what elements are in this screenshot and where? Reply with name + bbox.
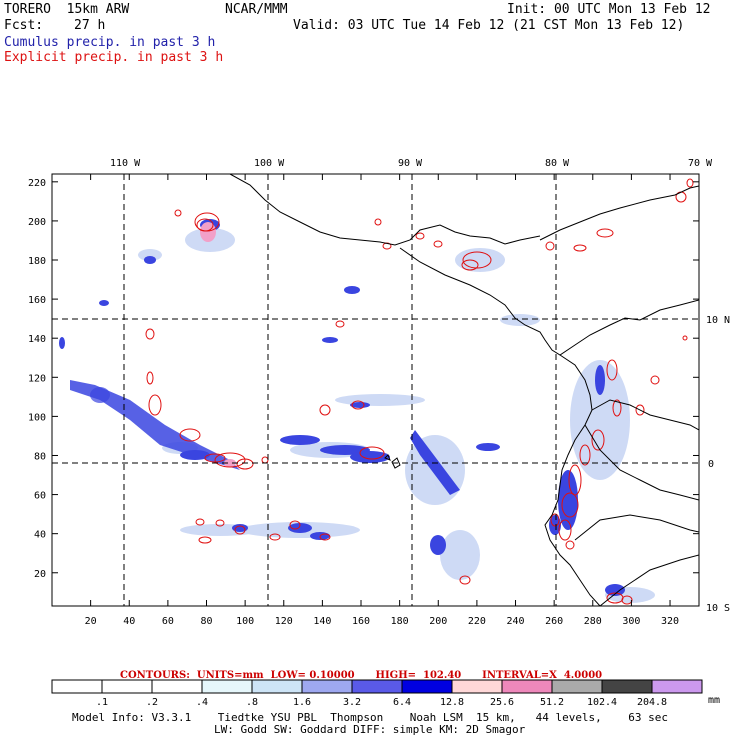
cumulus-precip-strong	[59, 219, 625, 596]
colorbar-swatch	[401, 679, 453, 694]
map-plot-area	[52, 174, 699, 606]
colorbar-swatch	[551, 679, 603, 694]
y-tick-label: 180	[28, 256, 46, 267]
y-tick-label: 80	[34, 451, 46, 462]
latitude-labels: 10 N 0 10 S	[706, 315, 730, 614]
lon-label-70w: 70 W	[688, 158, 713, 169]
colorbar-swatch	[501, 679, 553, 694]
lon-label-90w: 90 W	[398, 158, 423, 169]
lat-label-10n: 10 N	[706, 315, 730, 326]
colorbar-level-label: 204.8	[637, 697, 667, 708]
colorbar-swatch	[251, 679, 303, 694]
lat-label-10s: 10 S	[706, 603, 730, 614]
colorbar-level-label: 51.2	[540, 697, 564, 708]
x-tick-label: 240	[506, 616, 524, 627]
x-tick-label: 100	[236, 616, 254, 627]
x-tick-label: 200	[429, 616, 447, 627]
x-tick-label: 80	[200, 616, 212, 627]
y-tick-label: 220	[28, 178, 46, 189]
x-tick-label: 180	[391, 616, 409, 627]
footer-model-info: Model Info: V3.3.1 Tiedtke YSU PBL Thomp…	[72, 711, 669, 724]
legend-cumulus: Cumulus precip. in past 3 h	[4, 35, 216, 50]
x-tick-label: 160	[352, 616, 370, 627]
coastlines	[229, 174, 699, 606]
colorbar-level-label: 3.2	[343, 697, 361, 708]
colorbar-swatch	[351, 679, 403, 694]
x-tick-label: 280	[584, 616, 602, 627]
x-tick-label: 320	[661, 616, 679, 627]
y-axis: 20 40 60 80 100 120 140 160 180 200 220	[28, 178, 699, 580]
colorbar-level-label: 6.4	[393, 697, 411, 708]
x-tick-label: 20	[85, 616, 97, 627]
colorbar-level-label: .4	[196, 697, 208, 708]
colorbar-swatch	[601, 679, 653, 694]
colorbar-swatch	[151, 679, 203, 694]
colorbar-swatch	[301, 679, 353, 694]
colorbar-level-label: 102.4	[587, 697, 617, 708]
colorbar-level-label: 1.6	[293, 697, 311, 708]
colorbar-level-label: .1	[96, 697, 108, 708]
init-time: Init: 00 UTC Mon 13 Feb 12	[507, 2, 711, 17]
x-tick-label: 120	[275, 616, 293, 627]
colorbar-level-label: 25.6	[490, 697, 514, 708]
y-tick-label: 120	[28, 373, 46, 384]
y-tick-label: 100	[28, 412, 46, 423]
lon-label-80w: 80 W	[545, 158, 570, 169]
model-title: TORERO 15km ARW	[4, 2, 130, 17]
explicit-precip-contours	[145, 178, 694, 605]
colorbar-level-label: .8	[246, 697, 258, 708]
legend-explicit: Explicit precip. in past 3 h	[4, 50, 224, 65]
latlon-grid	[52, 174, 699, 606]
lon-label-100w: 100 W	[254, 158, 285, 169]
y-tick-label: 200	[28, 217, 46, 228]
valid-time: Valid: 03 UTC Tue 14 Feb 12 (21 CST Mon …	[293, 18, 685, 33]
colorbar-level-label: 12.8	[440, 697, 464, 708]
colorbar: .1.2.4.8 1.6 3.2 6.4 12.8 25.6 51.2 102.4 204.8 …	[51, 679, 720, 708]
map-frame	[51, 173, 700, 607]
y-tick-label: 60	[34, 491, 46, 502]
colorbar-swatch	[451, 679, 503, 694]
x-tick-label: 220	[468, 616, 486, 627]
x-tick-label: 40	[123, 616, 135, 627]
colorbar-unit: mm	[708, 695, 720, 706]
x-tick-label: 140	[313, 616, 331, 627]
y-tick-label: 140	[28, 334, 46, 345]
y-tick-label: 20	[34, 569, 46, 580]
lat-label-0: 0	[708, 459, 714, 470]
forecast-label: Fcst:	[4, 18, 44, 33]
y-tick-label: 160	[28, 295, 46, 306]
colorbar-swatch	[201, 679, 253, 694]
colorbar-swatch	[101, 679, 153, 694]
y-tick-label: 40	[34, 530, 46, 541]
colorbar-level-label: .2	[146, 697, 158, 708]
x-tick-label: 60	[162, 616, 174, 627]
x-tick-label: 300	[622, 616, 640, 627]
heavy-precip-pink	[200, 222, 236, 467]
contour-info: CONTOURS: UNITS=mm LOW= 0.10000 HIGH= 10…	[120, 670, 603, 681]
org-label: NCAR/MMM	[225, 2, 288, 17]
colorbar-swatch	[51, 679, 103, 694]
cumulus-precip-light	[138, 228, 655, 603]
colorbar-swatch	[651, 679, 703, 694]
forecast-hour: 27 h	[74, 18, 106, 33]
lon-label-110w: 110 W	[110, 158, 141, 169]
longitude-labels: 110 W 100 W 90 W 80 W 70 W	[110, 158, 713, 169]
x-axis: 20 40 60 80 100 120 140 160 180 200 220 240 260 280 30…	[85, 174, 679, 627]
x-tick-label: 260	[545, 616, 563, 627]
footer-physics: LW: Godd SW: Goddard DIFF: simple KM: 2D…	[214, 723, 526, 736]
